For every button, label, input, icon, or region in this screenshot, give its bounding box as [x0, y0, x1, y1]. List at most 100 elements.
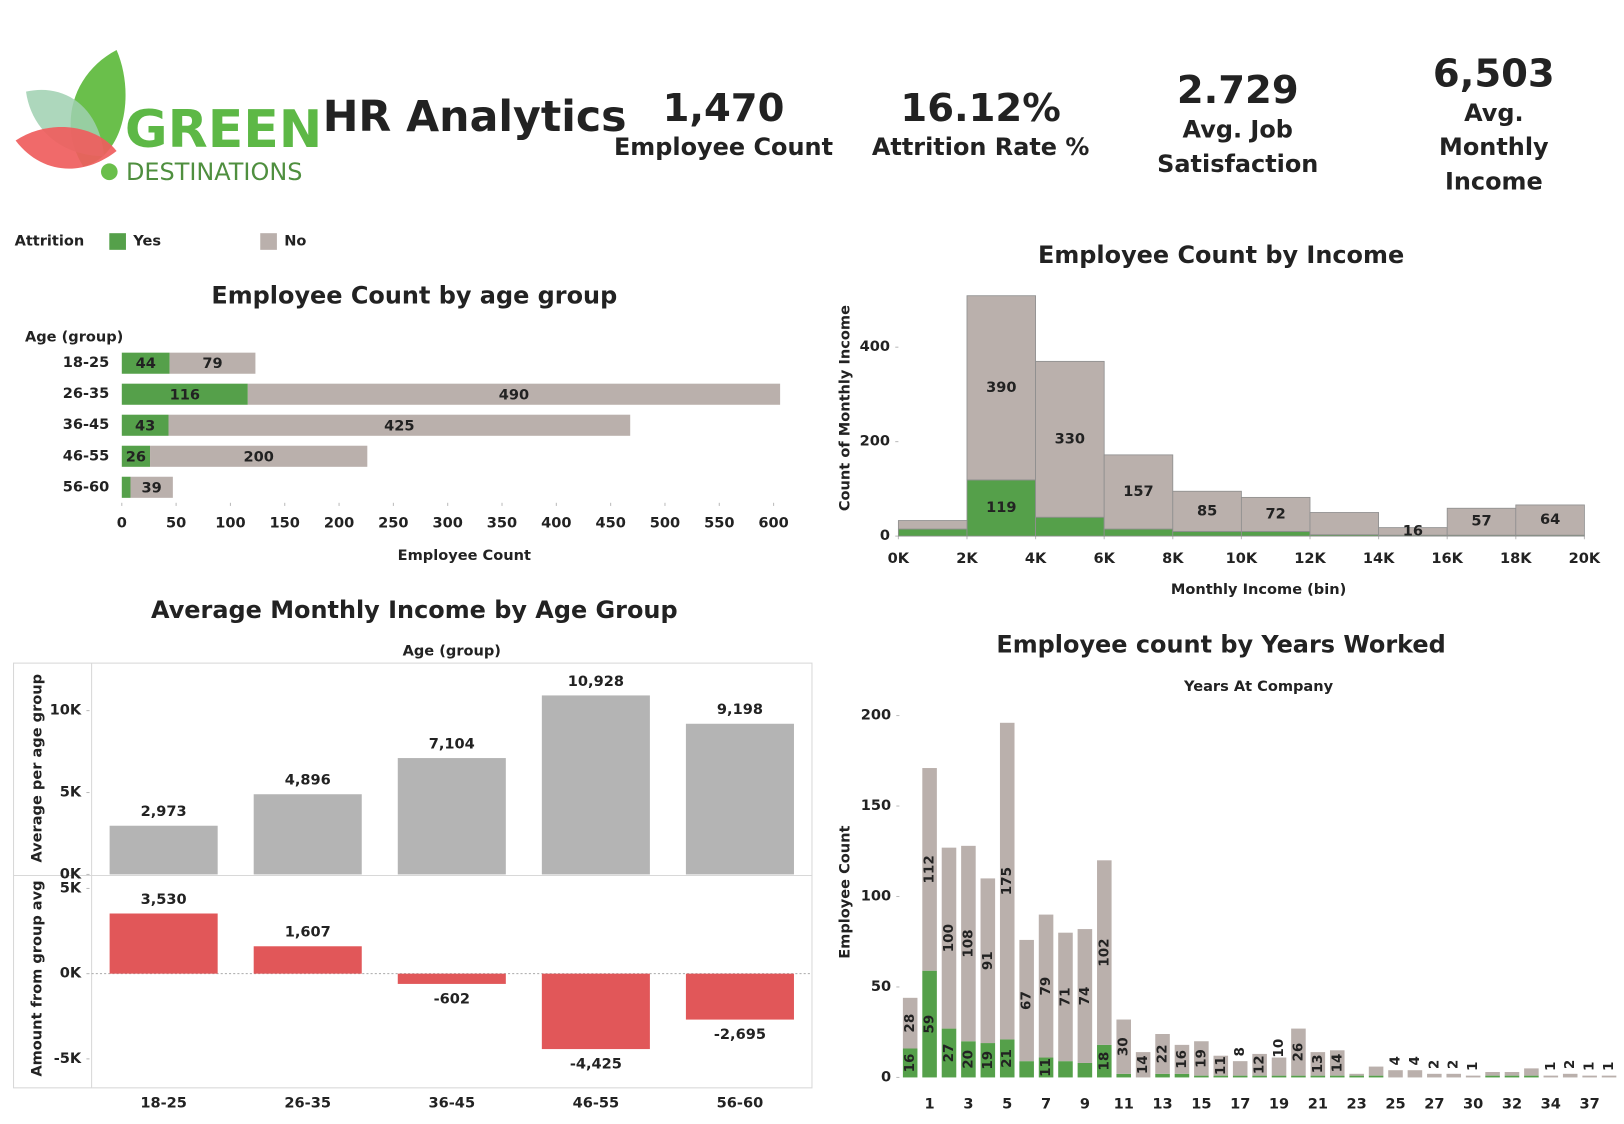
x-tick-label: 100	[215, 515, 245, 532]
x-tick-label: 0K	[888, 550, 910, 567]
bar	[1097, 860, 1112, 1045]
chart: Employee Count by age group Employee Coun…	[25, 282, 789, 564]
data-label: 119	[986, 499, 1016, 516]
kpi: 1,470 Employee Count	[609, 60, 838, 189]
bar	[121, 414, 169, 436]
x-tick-label: 34	[1541, 1096, 1561, 1113]
y-tick-label: 50	[871, 978, 891, 995]
legend-swatch	[260, 233, 277, 250]
bar	[1213, 1055, 1229, 1076]
bar	[1194, 1041, 1209, 1076]
x-tick-label: 7	[1041, 1096, 1051, 1113]
y-tick-label: 18-25	[63, 354, 110, 371]
y-tick-label: 36-45	[63, 416, 110, 433]
data-label: 116	[170, 386, 200, 403]
bar	[1155, 1073, 1170, 1078]
dashboard-title: HR Analytics	[322, 91, 627, 142]
legend-label: Yes	[132, 233, 161, 250]
data-label: 108	[960, 929, 976, 957]
data-label: 2,973	[141, 803, 187, 820]
bar	[1271, 1057, 1287, 1076]
bar	[980, 1043, 996, 1078]
data-label: 8	[1232, 1047, 1248, 1056]
histogram-bar	[1103, 528, 1174, 537]
bar	[1252, 1053, 1267, 1076]
data-label: 1	[1465, 1062, 1481, 1071]
data-label: 67	[1019, 991, 1035, 1010]
data-label: 7,104	[429, 736, 475, 753]
bar	[1019, 1061, 1034, 1078]
bar	[1310, 1052, 1326, 1076]
data-label: 27	[941, 1044, 957, 1063]
data-label: 28	[902, 1014, 918, 1033]
data-label: 2	[1562, 1060, 1578, 1069]
bar	[1427, 1073, 1442, 1078]
x-tick-label: 32	[1502, 1096, 1522, 1113]
data-label: -4,425	[570, 1056, 622, 1073]
bar	[1194, 1075, 1209, 1078]
histogram-bar	[1035, 516, 1105, 537]
data-label: 19	[1193, 1049, 1209, 1068]
x-tick-label: 14K	[1363, 550, 1395, 567]
kpi: 2.729 Avg. Job Satisfaction	[1149, 60, 1326, 189]
bar	[1077, 1062, 1093, 1078]
y-tick-label: 26-35	[63, 385, 110, 402]
bar	[1291, 1028, 1306, 1076]
x-tick-label: 600	[758, 515, 788, 532]
x-axis-label: Years At Company	[1183, 678, 1334, 695]
x-tick-label: 8K	[1162, 550, 1184, 567]
y-axis-label: Average per age group	[28, 674, 45, 863]
y-axis-label: Employee Count	[836, 825, 853, 958]
histogram-bar	[966, 295, 1037, 481]
bar	[109, 913, 218, 974]
x-tick-label: 21	[1308, 1096, 1328, 1113]
kpi-value: 1,470	[662, 84, 785, 130]
bar	[253, 794, 362, 875]
data-label: 21	[999, 1049, 1015, 1068]
bar	[1310, 1075, 1326, 1078]
bar	[902, 997, 918, 1049]
data-label: 2	[1426, 1060, 1442, 1069]
data-label: 59	[922, 1015, 938, 1034]
y-tick-label: 150	[861, 797, 891, 814]
chart-title: Employee Count by age group	[211, 282, 617, 310]
bar	[397, 973, 506, 984]
data-label: 1	[1543, 1062, 1559, 1071]
bar	[922, 970, 937, 1078]
bar	[1116, 1019, 1131, 1074]
bar	[1058, 1061, 1073, 1078]
bar	[1252, 1075, 1267, 1078]
x-tick-label: 56-60	[717, 1094, 764, 1111]
legend-label: No	[284, 233, 306, 250]
data-label: 390	[986, 379, 1016, 396]
data-label: 3,530	[141, 891, 187, 908]
y-tick-label: 5K	[60, 879, 82, 896]
bar	[902, 1048, 918, 1078]
data-label: 490	[499, 386, 529, 403]
data-label: 20	[960, 1050, 976, 1069]
data-label: 79	[202, 355, 222, 372]
bar	[1368, 1075, 1384, 1078]
kpi-value: 16.12%	[900, 84, 1061, 130]
chart: Employee Count by Income Monthly Income (…	[836, 241, 1601, 598]
bar	[1582, 1075, 1597, 1078]
data-label: 14	[1329, 1054, 1345, 1073]
kpi-value: 6,503	[1432, 50, 1555, 96]
x-tick-label: 20K	[1569, 550, 1601, 567]
x-tick-label: 17	[1230, 1096, 1250, 1113]
logo-text: GREEN	[125, 100, 322, 160]
data-label: 10	[1271, 1039, 1287, 1058]
data-label: 112	[922, 855, 938, 883]
bar	[1446, 1073, 1462, 1078]
data-label: 43	[135, 417, 155, 434]
bar	[1058, 932, 1073, 1062]
x-axis-label: Monthly Income (bin)	[1171, 581, 1346, 598]
bar	[253, 946, 362, 974]
x-tick-label: 9	[1080, 1096, 1090, 1113]
data-label: 157	[1123, 483, 1153, 500]
bar	[121, 352, 170, 374]
bar	[999, 1039, 1015, 1078]
data-label: 4,896	[285, 772, 331, 789]
data-label: 39	[142, 479, 162, 496]
